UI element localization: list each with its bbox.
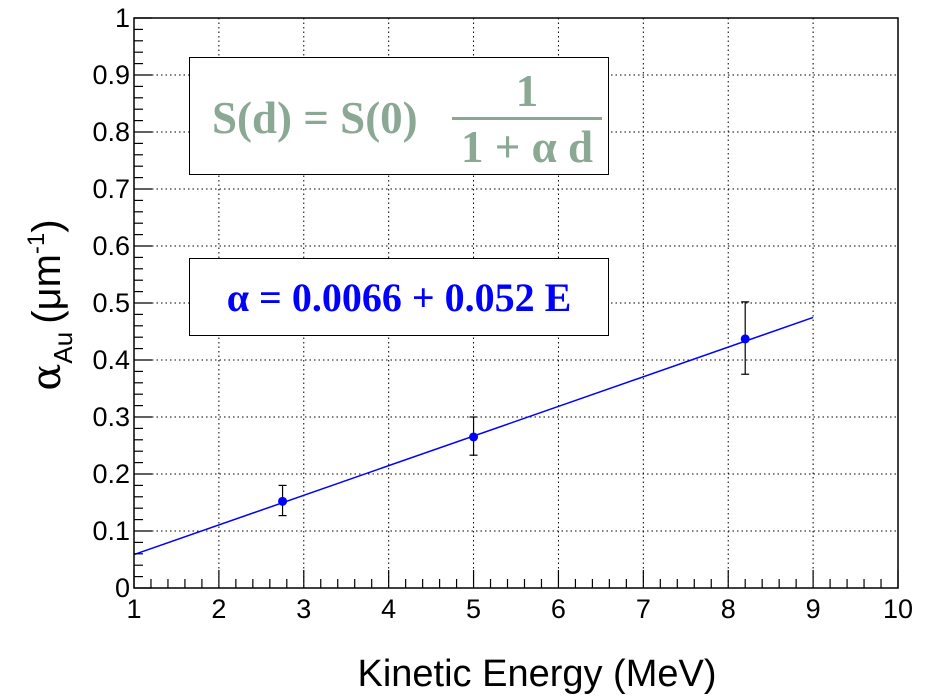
x-tick-label: 5 <box>466 594 481 624</box>
x-tick-label: 10 <box>883 594 913 624</box>
y-tick-label: 0.2 <box>92 459 130 489</box>
data-point <box>469 432 479 442</box>
y-axis-label-subscript: Au <box>48 332 78 364</box>
x-tick-label: 8 <box>721 594 736 624</box>
fraction-bar <box>452 117 602 120</box>
x-tick-label: 9 <box>806 594 821 624</box>
y-tick-label: 0 <box>115 573 130 603</box>
x-tick-label: 6 <box>551 594 566 624</box>
y-axis-label-unit-sup: -1 <box>23 233 50 254</box>
x-tick-label: 4 <box>381 594 396 624</box>
model-formula-numerator: 1 <box>515 66 539 116</box>
model-formula-lhs: S(d) = S(0) <box>212 93 418 143</box>
data-points <box>278 334 750 506</box>
y-tick-label: 0.9 <box>92 60 130 90</box>
data-point <box>278 496 288 506</box>
fit-equation-box: α = 0.0066 + 0.052 E <box>189 258 609 336</box>
fit-equation-text: α = 0.0066 + 0.052 E <box>226 275 572 320</box>
x-tick-label: 7 <box>636 594 651 624</box>
x-tick-label: 1 <box>126 594 141 624</box>
model-formula-fraction: 1 1 + α d <box>452 67 602 171</box>
model-formula-box: S(d) = S(0) 1 1 + α d <box>189 57 609 175</box>
y-tick-label: 1 <box>115 3 130 33</box>
x-tick-label: 3 <box>296 594 311 624</box>
model-formula-denominator: 1 + α d <box>460 122 594 172</box>
y-tick-labels: 0 0.1 0.2 0.3 0.4 0.5 0.6 0.7 0.8 0.9 1 <box>92 3 130 603</box>
y-axis-label: αAu (μm-1) <box>23 219 78 390</box>
y-tick-label: 0.6 <box>92 231 130 261</box>
data-point <box>740 334 750 344</box>
y-tick-label: 0.5 <box>92 288 130 318</box>
y-axis-label-unit: (μm <box>25 254 69 324</box>
y-axis-label-unit-close: ) <box>25 219 69 232</box>
y-axis-label-symbol: α <box>24 364 70 391</box>
x-axis-label: Kinetic Energy (MeV) <box>357 653 716 695</box>
axis-ticks <box>133 17 899 589</box>
y-tick-label: 0.3 <box>92 402 130 432</box>
y-tick-label: 0.7 <box>92 174 130 204</box>
y-tick-label: 0.8 <box>92 117 130 147</box>
x-tick-label: 2 <box>211 594 226 624</box>
y-tick-label: 0.4 <box>92 345 130 375</box>
x-tick-labels: 1 2 3 4 5 6 7 8 9 10 <box>126 594 913 624</box>
y-tick-label: 0.1 <box>92 516 130 546</box>
